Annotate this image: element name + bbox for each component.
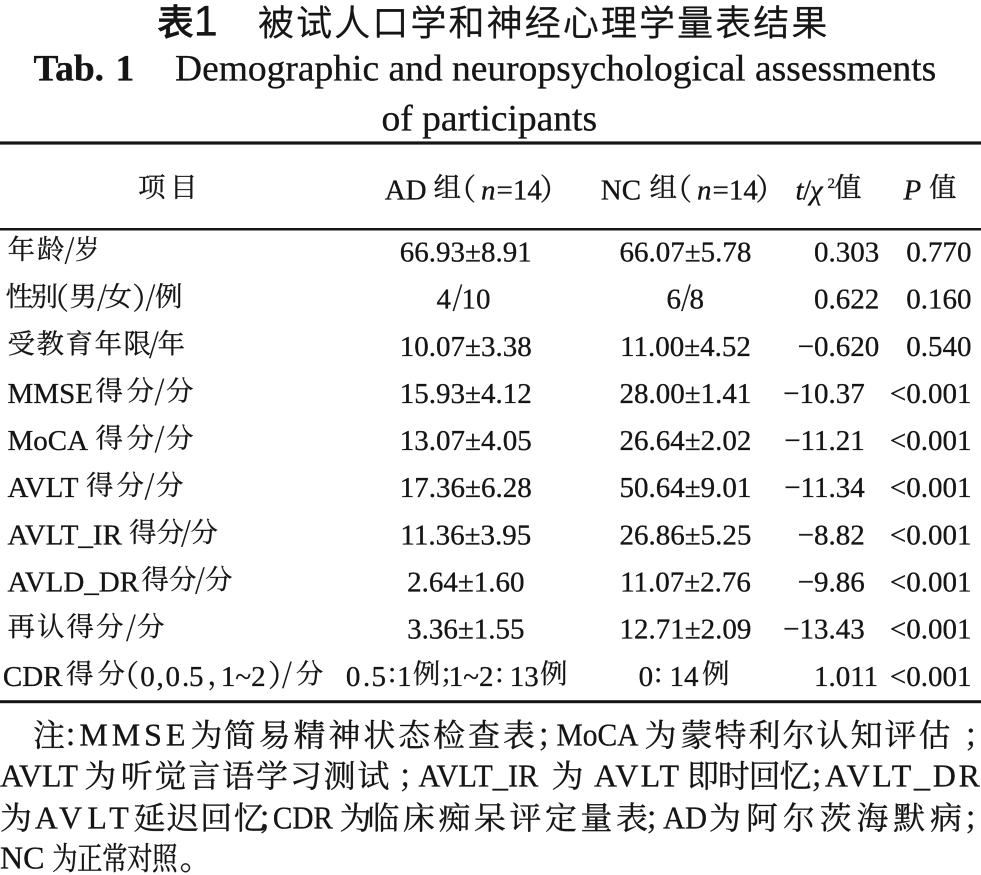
svg-text:13: 13 xyxy=(510,661,539,693)
svg-text:NC: NC xyxy=(601,174,641,206)
svg-text:.: . xyxy=(363,661,370,693)
svg-text:<0.001: <0.001 xyxy=(890,472,972,504)
svg-text:0: 0 xyxy=(346,661,361,693)
svg-text:AD: AD xyxy=(385,174,427,206)
svg-text:15.93±4.12: 15.93±4.12 xyxy=(400,378,532,410)
svg-text:NC: NC xyxy=(0,840,44,875)
svg-text:11.00±4.52: 11.00±4.52 xyxy=(620,331,751,363)
svg-text:0: 0 xyxy=(639,661,654,693)
svg-text:1.011: 1.011 xyxy=(814,661,878,693)
svg-text:2.64±1.60: 2.64±1.60 xyxy=(407,567,524,599)
svg-text:=14: =14 xyxy=(497,174,543,206)
svg-text:66.07±5.78: 66.07±5.78 xyxy=(620,237,752,269)
svg-text:AVLT: AVLT xyxy=(594,757,679,793)
svg-text:MoCA: MoCA xyxy=(8,425,89,457)
svg-text:AVLT_DR: AVLT_DR xyxy=(825,757,981,793)
svg-text:50.64±9.01: 50.64±9.01 xyxy=(620,472,752,504)
svg-text:n: n xyxy=(481,174,496,206)
svg-text:1~2: 1~2 xyxy=(449,661,494,693)
svg-text:13.07±4.05: 13.07±4.05 xyxy=(400,425,532,457)
svg-text:4: 4 xyxy=(437,284,452,316)
svg-text:CDR: CDR xyxy=(273,799,334,835)
svg-text:AVLT: AVLT xyxy=(8,472,79,504)
svg-text:0: 0 xyxy=(166,661,181,693)
svg-text:14: 14 xyxy=(670,661,700,693)
svg-text:MMSE: MMSE xyxy=(8,378,93,410)
svg-text:<0.001: <0.001 xyxy=(890,519,972,551)
svg-text:−13.43: −13.43 xyxy=(783,614,865,646)
svg-text:−11.34: −11.34 xyxy=(784,472,865,504)
svg-text:−10.37: −10.37 xyxy=(783,378,865,410)
svg-text:0.540: 0.540 xyxy=(906,331,971,363)
svg-text:AVLT: AVLT xyxy=(0,757,78,793)
svg-text:AVLD_DR: AVLD_DR xyxy=(8,567,140,599)
svg-text:/: / xyxy=(803,174,812,206)
svg-text:=14: =14 xyxy=(713,174,759,206)
svg-text:−8.82: −8.82 xyxy=(798,519,865,551)
svg-text:CDR: CDR xyxy=(3,661,63,693)
svg-text:AVLT_IR: AVLT_IR xyxy=(418,757,539,793)
svg-text:0.770: 0.770 xyxy=(906,237,971,269)
svg-text:n: n xyxy=(697,174,712,206)
svg-text:1: 1 xyxy=(116,49,135,90)
svg-text:AD: AD xyxy=(663,799,707,835)
svg-text:P: P xyxy=(903,174,922,206)
svg-text:0: 0 xyxy=(140,661,155,693)
svg-text:0.303: 0.303 xyxy=(814,237,879,269)
svg-text:Tab.: Tab. xyxy=(34,49,105,90)
svg-text:12.71±2.09: 12.71±2.09 xyxy=(620,614,752,646)
svg-text:2: 2 xyxy=(828,176,836,192)
svg-text:<0.001: <0.001 xyxy=(890,567,972,599)
svg-text:5: 5 xyxy=(189,661,204,693)
svg-text:8: 8 xyxy=(690,284,705,316)
svg-text:1~2: 1~2 xyxy=(221,661,266,693)
svg-text:<0.001: <0.001 xyxy=(890,425,972,457)
svg-text:0.622: 0.622 xyxy=(814,284,879,316)
svg-text:Demographic and neuropsycholog: Demographic and neuropsychological asses… xyxy=(175,49,936,90)
svg-text:−9.86: −9.86 xyxy=(798,567,865,599)
svg-text:3.36±1.55: 3.36±1.55 xyxy=(407,614,524,646)
svg-text:5: 5 xyxy=(372,661,387,693)
svg-text:26.86±5.25: 26.86±5.25 xyxy=(620,519,752,551)
svg-text:<0.001: <0.001 xyxy=(890,378,972,410)
svg-text:MMSE: MMSE xyxy=(79,717,185,753)
svg-text:66.93±8.91: 66.93±8.91 xyxy=(400,237,532,269)
svg-text:10: 10 xyxy=(462,284,491,316)
svg-text:χ: χ xyxy=(807,174,824,206)
svg-text:<0.001: <0.001 xyxy=(890,661,972,693)
svg-text:.: . xyxy=(182,661,189,693)
svg-text:11.07±2.76: 11.07±2.76 xyxy=(620,567,751,599)
svg-text:10.07±3.38: 10.07±3.38 xyxy=(400,331,532,363)
svg-text:6: 6 xyxy=(667,284,682,316)
svg-text:t: t xyxy=(796,174,805,206)
svg-text:17.36±6.28: 17.36±6.28 xyxy=(400,472,532,504)
svg-text:0.160: 0.160 xyxy=(906,284,971,316)
svg-text:11.36±3.95: 11.36±3.95 xyxy=(400,519,531,551)
svg-text:AVLT: AVLT xyxy=(35,799,129,835)
svg-text:28.00±1.41: 28.00±1.41 xyxy=(620,378,752,410)
svg-text:1: 1 xyxy=(397,661,412,693)
svg-text:<0.001: <0.001 xyxy=(890,614,972,646)
svg-text:−11.21: −11.21 xyxy=(784,425,865,457)
svg-text:,: , xyxy=(157,661,164,693)
svg-text:MoCA: MoCA xyxy=(557,717,639,753)
svg-text:of participants: of participants xyxy=(382,98,598,139)
svg-text:1: 1 xyxy=(194,0,218,45)
svg-text:AVLT_IR: AVLT_IR xyxy=(8,519,123,551)
svg-text:26.64±2.02: 26.64±2.02 xyxy=(620,425,752,457)
svg-text:−0.620: −0.620 xyxy=(798,331,880,363)
